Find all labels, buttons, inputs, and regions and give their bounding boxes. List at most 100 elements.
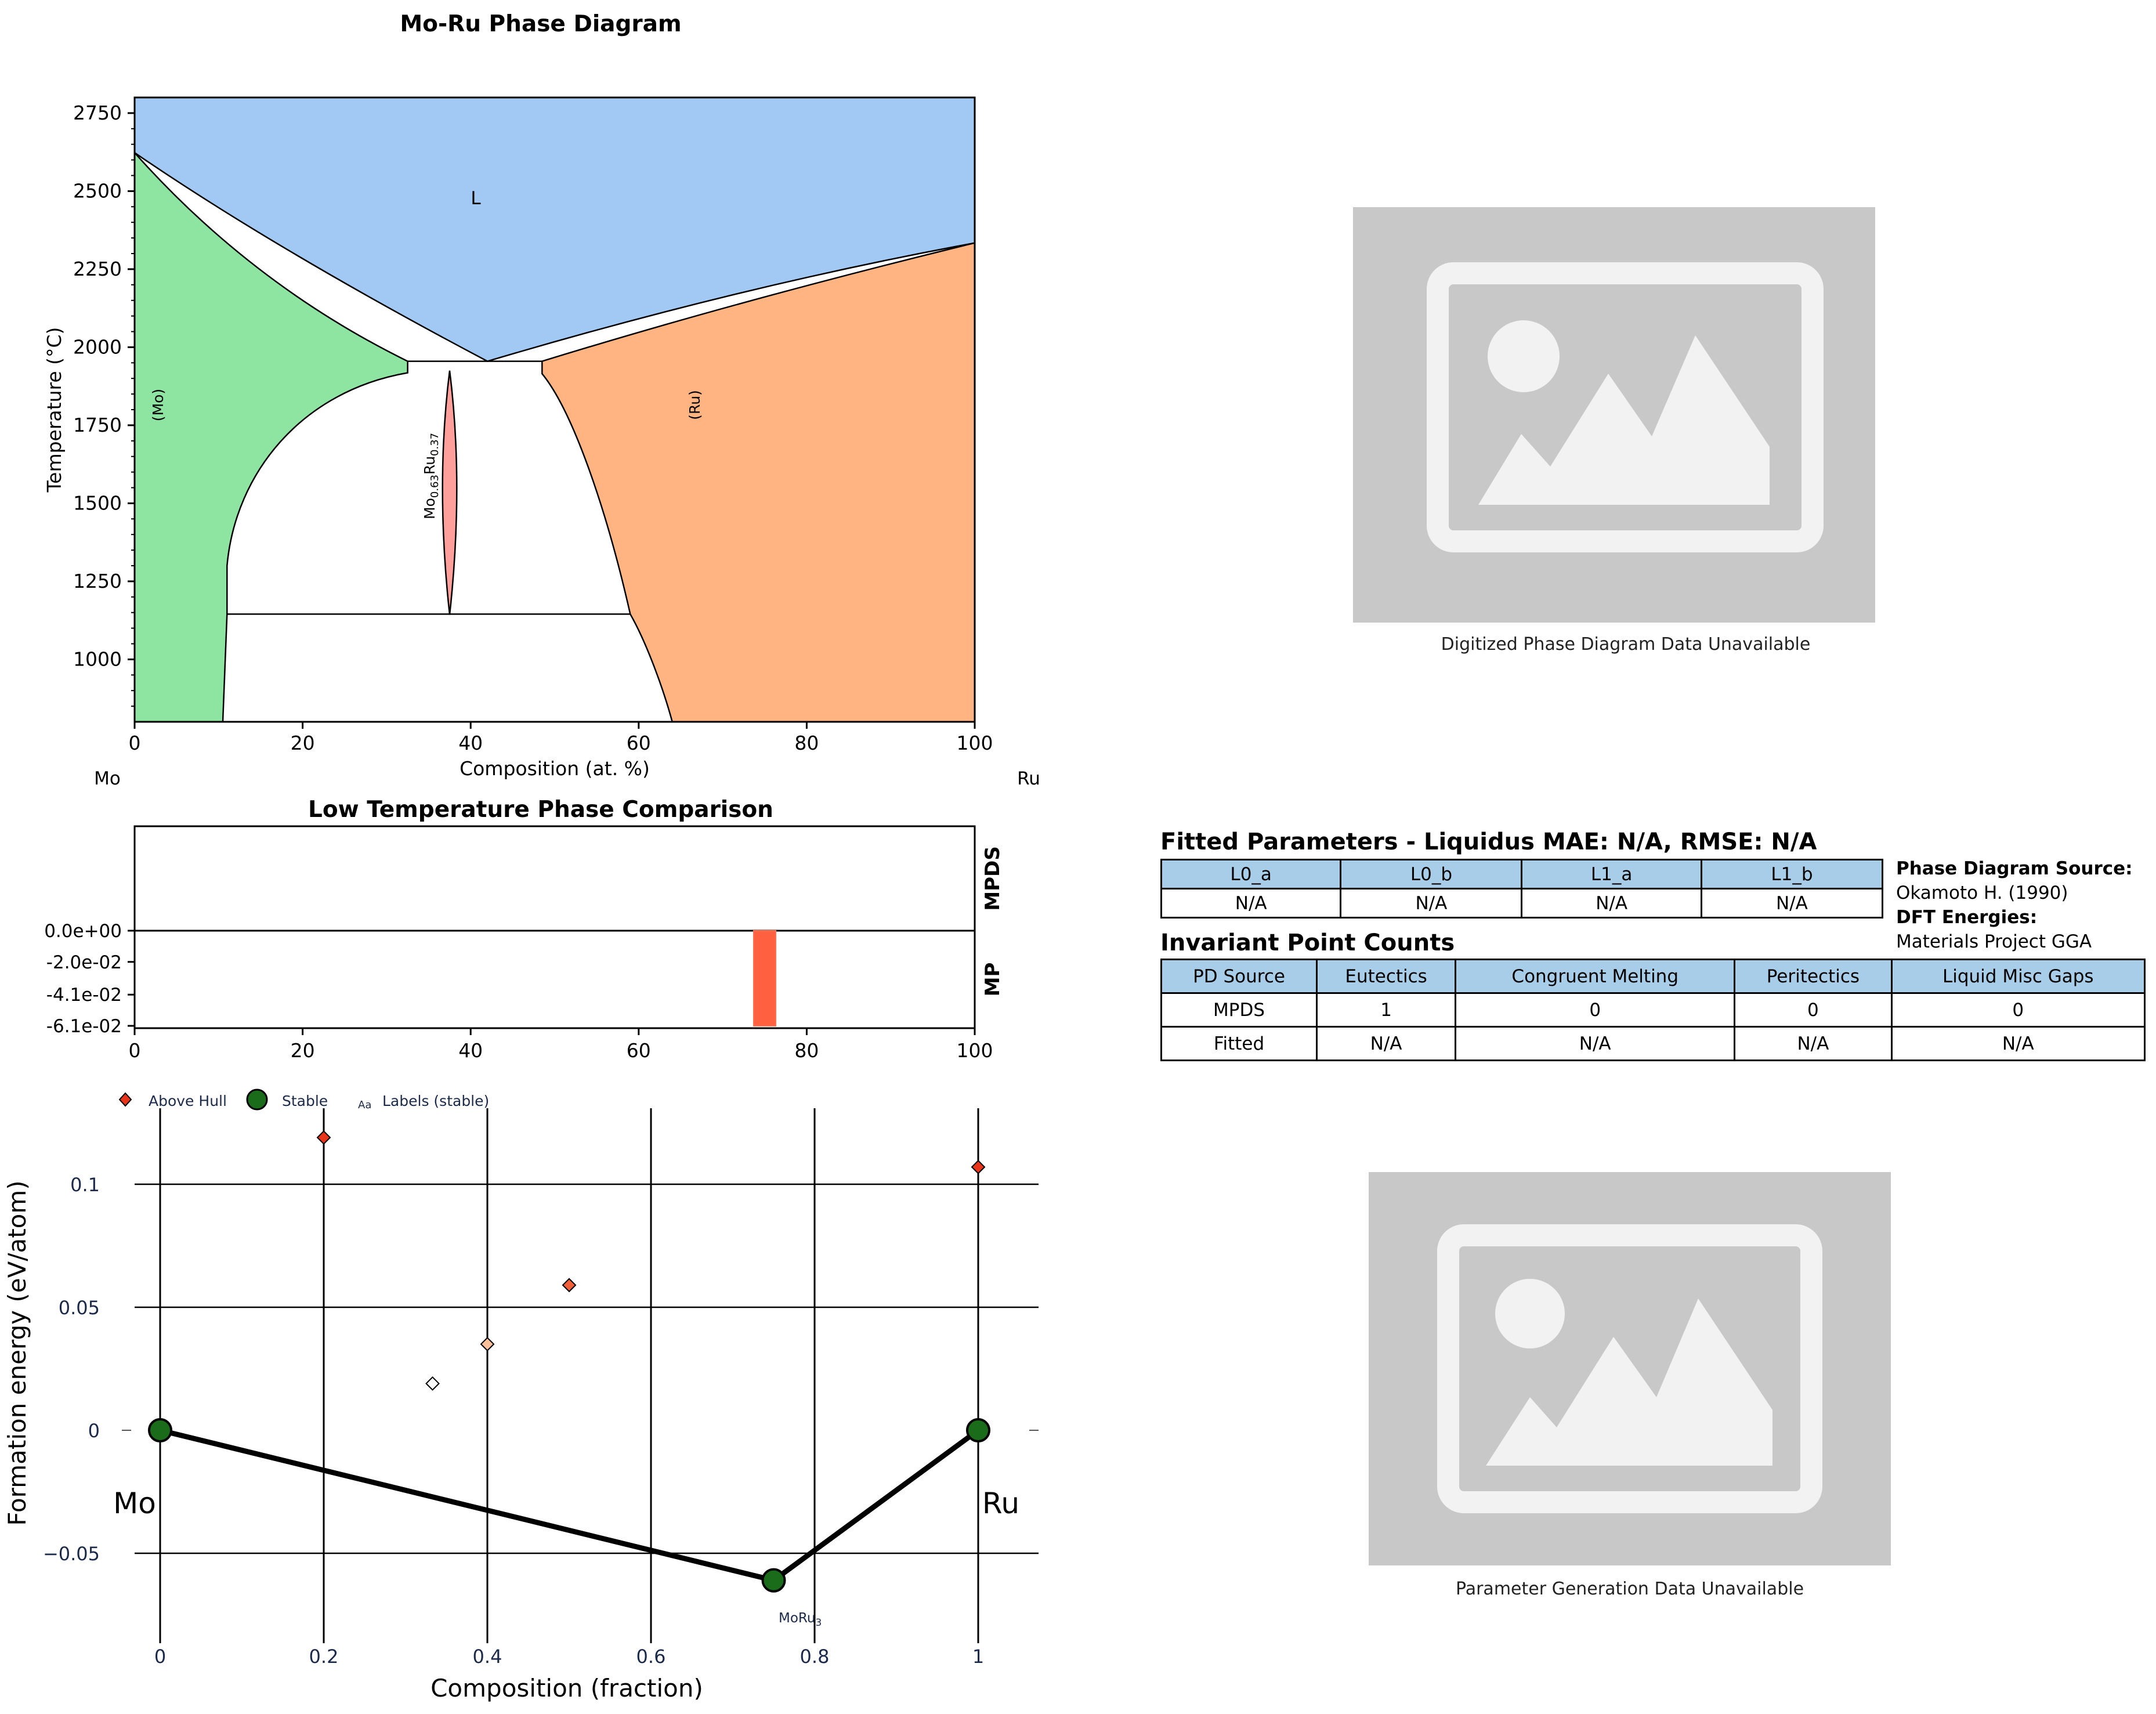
legend-labels-label: Labels (stable) (382, 1093, 489, 1109)
y-tick-label: 2000 (73, 335, 122, 358)
mountain-icon (1486, 1279, 1772, 1466)
dft-source-value: Materials Project GGA (1896, 931, 2092, 952)
y-tick-label: 2500 (73, 179, 122, 202)
legend-above-hull-marker (118, 1092, 132, 1107)
y-tick-label: -6.1e-02 (46, 1016, 122, 1037)
fitted-value-cell: N/A (1700, 888, 1884, 919)
fitted-value-cell: N/A (1340, 888, 1523, 919)
fitted-header-cell: L0_a (1160, 859, 1342, 889)
dft-source-label: DFT Energies: (1896, 907, 2038, 928)
sigma-phase-region (442, 370, 458, 615)
image-placeholder-frame (1427, 262, 1824, 552)
legend-stable-label: Stable (282, 1093, 328, 1109)
y-tick-label: -2.0e-02 (46, 952, 122, 973)
x-tick-label: 0 (129, 732, 141, 754)
y-tick-label: 1250 (73, 570, 122, 592)
y-tick-label: 1750 (73, 414, 122, 436)
region-label-liquid: L (471, 188, 481, 209)
legend-stable-marker (246, 1089, 268, 1111)
invariant-cell: N/A (1890, 1026, 2146, 1061)
hull-x-tick-label: 1 (972, 1646, 984, 1668)
invariant-cell: MPDS (1160, 992, 1318, 1028)
invariant-header-cell: Congruent Melting (1455, 959, 1736, 994)
above-hull-point (971, 1159, 986, 1174)
invariant-cell: N/A (1455, 1026, 1736, 1061)
x-tick-label: 100 (957, 732, 993, 754)
x-tick-label: 40 (458, 732, 483, 754)
hull-x-tick-label: 0.8 (800, 1646, 830, 1668)
invariant-cell: 0 (1890, 992, 2146, 1028)
parameter-generation-caption: Parameter Generation Data Unavailable (1455, 1579, 1804, 1599)
above-hull-point (480, 1337, 495, 1352)
x-tick-label: 80 (794, 732, 819, 754)
fitted-header-cell: L0_b (1340, 859, 1523, 889)
phase-diagram-xlabel: Composition (at. %) (460, 757, 650, 780)
phase-diagram-title: Mo-Ru Phase Diagram (400, 11, 681, 37)
fitted-header-cell: L1_a (1521, 859, 1702, 889)
convex-hull-plot: 0 0.2 0.4 0.6 0.8 1 0.1 0.05 0 −0.05 Above Hull S… (3, 1089, 1039, 1702)
x-tick-label: 20 (291, 732, 315, 754)
phase-diagram-right-element: Ru (1017, 768, 1040, 789)
image-placeholder-picture (1463, 298, 1787, 516)
mp-bar (753, 930, 776, 1026)
hull-y-tick-label: −0.05 (43, 1543, 100, 1565)
fitted-value-cell: N/A (1160, 888, 1342, 919)
liquid-region (133, 96, 976, 362)
pd-source-label: Phase Diagram Source: (1896, 858, 2133, 879)
above-hull-point (562, 1278, 577, 1293)
fitted-parameters-table: L0_a L0_b L1_a L1_b N/A N/A N/A N/A (1160, 859, 1884, 919)
y-tick-label: 2250 (73, 258, 122, 280)
legend-above-hull-label: Above Hull (149, 1093, 227, 1109)
digitized-diagram-caption: Digitized Phase Diagram Data Unavailable (1441, 634, 1811, 654)
region-label-sigma: Mo0.63Ru0.37 (421, 433, 441, 519)
region-label-mo: (Mo) (150, 389, 167, 421)
ru-solid-solution-region (541, 242, 976, 723)
invariant-cell: 0 (1455, 992, 1736, 1028)
region-label-ru: (Ru) (686, 390, 703, 420)
x-tick-label: 40 (458, 1039, 483, 1062)
invariant-header-cell: Eutectics (1316, 959, 1457, 994)
x-tick-label: 80 (794, 1039, 819, 1062)
y-tick-label: 1000 (73, 648, 122, 670)
y-tick-label: 1500 (73, 491, 122, 514)
low-temp-row-mp: MP (981, 963, 1004, 997)
low-temp-title: Low Temperature Phase Comparison (308, 797, 773, 823)
invariant-cell: N/A (1316, 1026, 1457, 1061)
above-hull-point (316, 1130, 331, 1145)
hull-stable-label-moru3: MoRu3 (779, 1611, 822, 1629)
stable-point (148, 1418, 172, 1442)
x-tick-label: 60 (627, 1039, 651, 1062)
invariant-cell: 1 (1316, 992, 1457, 1028)
hull-legend[interactable]: Above Hull Stable Aa Labels (stable) (118, 1089, 489, 1111)
digitized-diagram-placeholder-image (1353, 207, 1875, 623)
x-tick-label: 20 (291, 1039, 315, 1062)
hull-left-element: Mo (113, 1487, 156, 1520)
pd-source-value: Okamoto H. (1990) (1896, 883, 2068, 903)
parameter-generation-placeholder-image (1369, 1172, 1891, 1565)
y-tick-label: 0.0e+00 (44, 921, 122, 942)
phase-diagram: 0 20 40 60 80 100 1000 1250 1500 1750 2000 2250 2500… (43, 11, 1040, 789)
fitted-header-cell: L1_b (1700, 859, 1884, 889)
invariant-header-cell: PD Source (1160, 959, 1318, 994)
hull-y-tick-label: 0 (88, 1420, 100, 1442)
image-placeholder-picture (1472, 1258, 1788, 1478)
x-tick-label: 100 (957, 1039, 993, 1062)
hull-x-tick-label: 0.4 (473, 1646, 502, 1668)
invariant-counts-table: PD Source Eutectics Congruent Melting Pe… (1160, 959, 2146, 1061)
image-placeholder-frame (1437, 1224, 1822, 1513)
hull-y-tick-label: 0.1 (70, 1174, 100, 1196)
x-tick-label: 0 (129, 1039, 141, 1062)
fitted-parameters-title: Fitted Parameters - Liquidus MAE: N/A, R… (1160, 829, 1817, 855)
invariant-counts-title: Invariant Point Counts (1160, 930, 1455, 956)
source-info: Phase Diagram Source: Okamoto H. (1990) … (1896, 856, 2133, 954)
stable-point (761, 1568, 786, 1593)
y-tick-label: 2750 (73, 102, 122, 124)
hull-right-element: Ru (982, 1487, 1019, 1520)
phase-diagram-left-element: Mo (94, 768, 121, 789)
low-temp-row-mpds: MPDS (981, 846, 1004, 910)
stable-point (966, 1418, 990, 1442)
mo-solid-solution-region (133, 150, 408, 723)
x-tick-label: 60 (627, 732, 651, 754)
mountain-icon (1478, 320, 1770, 505)
